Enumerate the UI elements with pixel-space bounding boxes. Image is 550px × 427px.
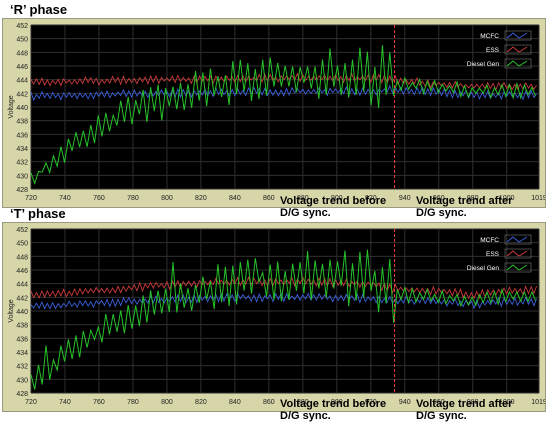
t-phase-chart: 428 430 432 434 436 438 440 442 444 446 448 450 452 7… [8, 227, 545, 406]
legend-swatch-line [506, 46, 528, 53]
x-tick-label: 980 [467, 399, 479, 406]
x-tick-label: 1019 [531, 195, 545, 202]
x-tick-label: 800 [161, 399, 173, 406]
x-tick-label: 820 [195, 399, 207, 406]
legend-swatch-frame [504, 234, 532, 245]
x-tick-label: 720 [25, 195, 37, 202]
t-after-sync-annotation: Voltage trend after D/G sync. [416, 398, 513, 422]
y-tick-label: 452 [16, 23, 28, 30]
y-tick-label: 434 [16, 350, 28, 357]
legend-swatch-frame [504, 58, 532, 69]
y-tick-label: 432 [16, 364, 28, 371]
x-tick-label: 800 [161, 195, 173, 202]
series-line-ess [30, 72, 537, 92]
y-tick-label: 434 [16, 146, 28, 153]
y-tick-label: 446 [16, 64, 28, 71]
r-phase-chart: 428 430 432 434 436 438 440 442 444 446 448 450 452 7… [8, 23, 545, 202]
x-tick-label: 1000 [499, 399, 515, 406]
x-tick-label: 740 [59, 399, 71, 406]
x-tick-label: 900 [331, 195, 343, 202]
y-tick-label: 444 [16, 282, 28, 289]
y-tick-label: 430 [16, 377, 28, 384]
x-tick-label: 720 [25, 399, 37, 406]
y-tick-label: 430 [16, 173, 28, 180]
series-line-mcfc [30, 292, 538, 310]
t-before-sync-annotation: Voltage trend before D/G sync. [280, 398, 387, 422]
x-tick-label: 740 [59, 195, 71, 202]
legend-swatch-frame [504, 262, 532, 273]
y-tick-label: 448 [16, 50, 28, 57]
x-tick-label: 820 [195, 195, 207, 202]
legend-label: ESS [486, 251, 500, 258]
y-tick-label: 436 [16, 336, 28, 343]
x-tick-label: 880 [297, 195, 309, 202]
x-tick-label: 1000 [499, 195, 515, 202]
x-tick-label: 1019 [531, 399, 545, 406]
legend-swatch-frame [504, 44, 532, 55]
series-line-diesel-gen [30, 45, 537, 185]
y-tick-label: 448 [16, 254, 28, 261]
x-tick-label: 860 [263, 399, 275, 406]
x-tick-label: 880 [297, 399, 309, 406]
x-tick-label: 860 [263, 195, 275, 202]
x-tick-label: 920 [365, 195, 377, 202]
y-tick-label: 440 [16, 309, 28, 316]
y-tick-label: 438 [16, 323, 28, 330]
r-phase-title: ‘R’ phase [10, 2, 68, 17]
y-tick-label: 436 [16, 132, 28, 139]
y-tick-label: 452 [16, 227, 28, 234]
series-line-diesel-gen [30, 249, 537, 390]
legend-swatch-frame [504, 30, 532, 41]
y-tick-label: 438 [16, 119, 28, 126]
legend-swatch-line [506, 250, 528, 257]
y-tick-label: 442 [16, 295, 28, 302]
x-tick-label: 760 [93, 399, 105, 406]
series-line-mcfc [30, 84, 537, 102]
x-tick-label: 760 [93, 195, 105, 202]
x-tick-label: 960 [433, 399, 445, 406]
y-tick-label: 428 [16, 187, 28, 194]
legend-swatch-frame [504, 248, 532, 259]
legend-swatch-line [506, 60, 528, 67]
x-tick-label: 980 [467, 195, 479, 202]
y-tick-label: 444 [16, 78, 28, 85]
legend-label: MCFC [480, 237, 499, 244]
legend-swatch-line [506, 236, 528, 243]
y-tick-label: 446 [16, 268, 28, 275]
legend-label: Diesel Gen [467, 265, 500, 272]
x-tick-label: 940 [399, 399, 411, 406]
legend-label: ESS [486, 47, 500, 54]
x-tick-label: 780 [127, 195, 139, 202]
r-before-sync-annotation: Voltage trend before D/G sync. [280, 195, 387, 219]
y-tick-label: 440 [16, 105, 28, 112]
r-phase-chart-panel: 428 430 432 434 436 438 440 442 444 446 448 450 452 7… [2, 18, 546, 208]
x-tick-label: 960 [433, 195, 445, 202]
x-tick-label: 840 [229, 195, 241, 202]
r-after-sync-annotation: Voltage trend after D/G sync. [416, 195, 513, 219]
x-tick-label: 920 [365, 399, 377, 406]
legend-label: Diesel Gen [467, 61, 500, 68]
x-tick-label: 940 [399, 195, 411, 202]
y-axis-label: Voltage [8, 299, 15, 322]
legend-swatch-line [506, 32, 528, 39]
y-tick-label: 432 [16, 160, 28, 167]
x-tick-label: 780 [127, 399, 139, 406]
legend-swatch-line [506, 264, 528, 271]
y-tick-label: 450 [16, 241, 28, 248]
legend-label: MCFC [480, 33, 499, 40]
y-axis-label: Voltage [8, 95, 15, 118]
y-tick-label: 442 [16, 91, 28, 98]
t-phase-title: ‘T’ phase [10, 206, 66, 221]
y-tick-label: 450 [16, 37, 28, 44]
y-tick-label: 428 [16, 391, 28, 398]
x-tick-label: 900 [331, 399, 343, 406]
t-phase-chart-panel: 428 430 432 434 436 438 440 442 444 446 448 450 452 7… [2, 222, 546, 412]
x-tick-label: 840 [229, 399, 241, 406]
